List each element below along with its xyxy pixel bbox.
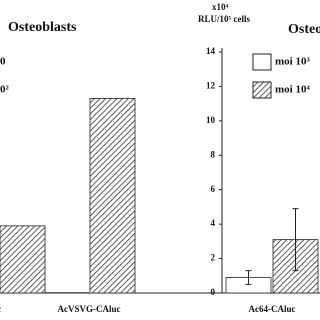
- bar: [89, 98, 136, 294]
- x-tick-label: AcVSVG-CAluc: [58, 304, 121, 314]
- x-tick-label: c: [0, 304, 1, 314]
- y-tick-label: 4: [211, 218, 216, 228]
- x-tick-label: Ac64-CAluc: [249, 304, 296, 314]
- chart-title: Osteoblasts: [8, 20, 77, 35]
- bar: [0, 225, 46, 294]
- legend-label: moi 10³: [275, 56, 310, 68]
- legend-swatch: [252, 53, 272, 71]
- y-tick-label: 0: [211, 287, 216, 297]
- y-axis-label: RLU/10⁵ cells: [198, 14, 250, 24]
- legend-label: moi 10⁴: [275, 84, 310, 96]
- y-tick-label: 10: [206, 115, 216, 125]
- y-tick-label: 6: [211, 184, 216, 194]
- y-unit: x10⁴: [212, 2, 229, 12]
- y-tick-label: 14: [206, 46, 216, 56]
- legend-swatch: [252, 81, 272, 99]
- y-tick-label: 12: [206, 80, 216, 90]
- legend-label: 0²: [0, 84, 10, 96]
- legend-label: 0: [0, 56, 6, 68]
- y-tick-label: 8: [211, 149, 216, 159]
- error-bar: [292, 208, 299, 272]
- chart-title: Osteo: [288, 22, 320, 37]
- error-bar: [245, 270, 252, 285]
- y-tick-label: 2: [211, 253, 216, 263]
